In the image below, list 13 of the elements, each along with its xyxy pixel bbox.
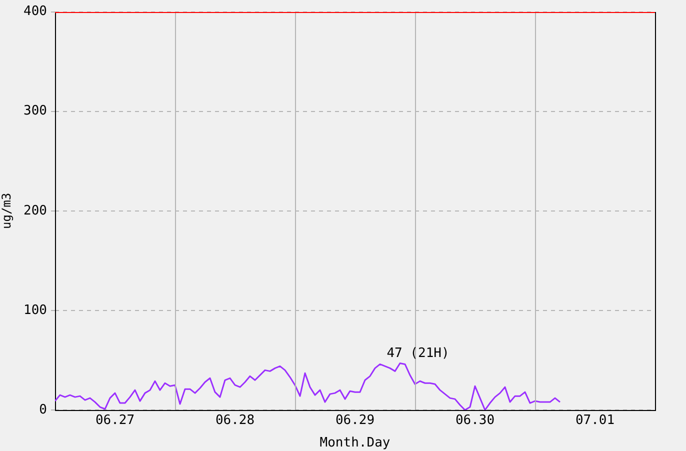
x-tick-label: 06.27 <box>95 413 135 428</box>
y-tick-label: 400 <box>24 4 47 20</box>
x-tick-label: 06.30 <box>455 413 495 428</box>
x-tick-label: 06.28 <box>215 413 255 428</box>
y-tick-label: 100 <box>24 302 47 318</box>
y-tick-label: 200 <box>24 203 47 218</box>
y-tick-label: 300 <box>24 104 47 119</box>
x-tick-label: 06.29 <box>335 413 375 428</box>
x-tick-label: 07.01 <box>575 413 615 428</box>
y-tick-label: 0 <box>39 402 47 418</box>
y-axis-title: ug/m3 <box>0 192 14 229</box>
x-axis-title: Month.Day <box>320 436 390 451</box>
annotation: 47 (21H) <box>386 346 450 362</box>
